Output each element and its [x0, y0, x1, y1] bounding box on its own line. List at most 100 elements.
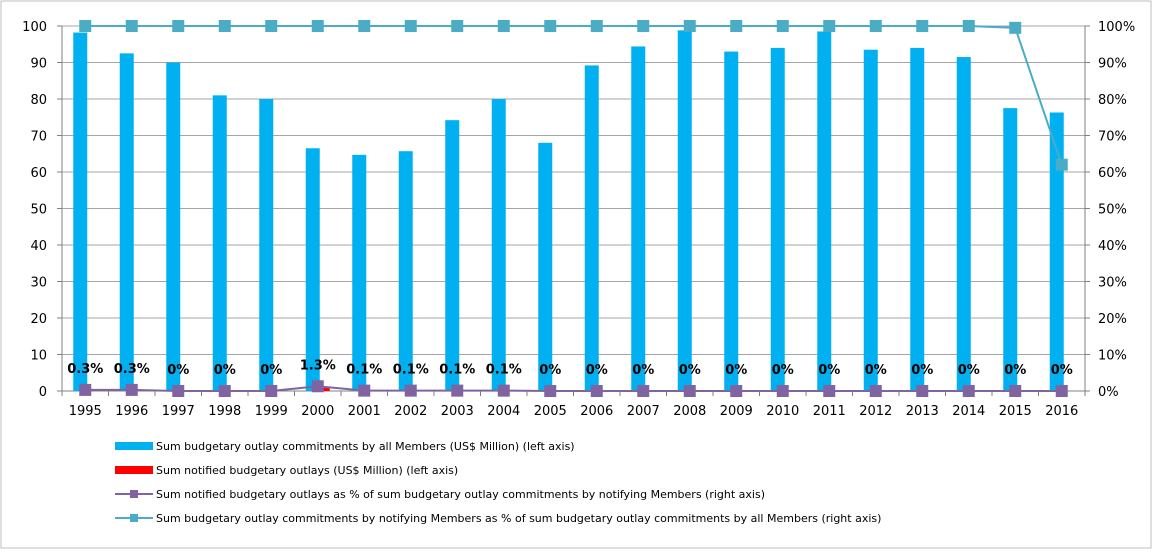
data-label: 1.3%: [300, 358, 336, 373]
data-label: 0%: [725, 363, 747, 378]
left-tick-label: 80: [30, 93, 47, 108]
marker-notifying-share: [963, 20, 975, 32]
marker-notifying-share: [126, 20, 138, 32]
marker-notifying-share: [1009, 22, 1021, 34]
bar-commitments: [585, 65, 599, 391]
x-tick-label: 2002: [394, 404, 427, 419]
marker-outlay-percent: [870, 385, 882, 397]
legend-swatch: [115, 466, 153, 474]
bar-commitments: [631, 46, 645, 391]
marker-notifying-share: [498, 20, 510, 32]
bar-commitments: [306, 148, 320, 391]
marker-outlay-percent: [498, 385, 510, 397]
bar-commitments: [538, 143, 552, 391]
data-label: 0%: [1051, 363, 1073, 378]
marker-outlay-percent: [591, 385, 603, 397]
bar-commitments: [492, 99, 506, 391]
marker-notifying-share: [358, 20, 370, 32]
marker-notifying-share: [451, 20, 463, 32]
right-tick-label: 30%: [1098, 276, 1127, 291]
x-tick-label: 2015: [999, 404, 1032, 419]
bar-commitments: [1003, 108, 1017, 391]
data-label: 0%: [260, 363, 282, 378]
bar-commitments: [259, 99, 273, 391]
bar-commitments: [724, 52, 738, 391]
right-tick-label: 0%: [1098, 385, 1119, 400]
x-tick-label: 2012: [859, 404, 892, 419]
marker-outlay-percent: [1056, 385, 1068, 397]
data-label: 0%: [539, 363, 561, 378]
marker-outlay-percent: [544, 385, 556, 397]
marker-notifying-share: [823, 20, 835, 32]
left-tick-label: 60: [30, 166, 47, 181]
data-label: 0%: [911, 363, 933, 378]
x-tick-label: 2003: [441, 404, 474, 419]
left-tick-label: 70: [30, 130, 47, 145]
marker-notifying-share: [405, 20, 417, 32]
bar-commitments: [352, 155, 366, 391]
marker-outlay-percent: [637, 385, 649, 397]
marker-outlay-percent: [730, 385, 742, 397]
x-tick-label: 2006: [580, 404, 613, 419]
marker-notifying-share: [870, 20, 882, 32]
marker-outlay-percent: [823, 385, 835, 397]
left-tick-label: 20: [30, 312, 47, 327]
marker-outlay-percent: [79, 384, 91, 396]
marker-outlay-percent: [451, 385, 463, 397]
marker-outlay-percent: [172, 385, 184, 397]
x-tick-label: 2011: [813, 404, 846, 419]
data-label: 0%: [167, 363, 189, 378]
marker-outlay-percent: [916, 385, 928, 397]
marker-outlay-percent: [684, 385, 696, 397]
x-tick-label: 1998: [208, 404, 241, 419]
marker-notifying-share: [730, 20, 742, 32]
marker-notifying-share: [591, 20, 603, 32]
x-tick-label: 1999: [255, 404, 288, 419]
data-label: 0%: [214, 363, 236, 378]
marker-outlay-percent: [219, 385, 231, 397]
left-tick-label: 40: [30, 239, 47, 254]
data-label: 0%: [772, 363, 794, 378]
bar-commitments: [678, 30, 692, 391]
marker-notifying-share: [312, 20, 324, 32]
right-tick-label: 20%: [1098, 312, 1127, 327]
legend-label: Sum budgetary outlay commitments by all …: [156, 440, 575, 453]
data-label: 0.1%: [346, 363, 382, 378]
data-label: 0.3%: [67, 362, 103, 377]
bar-commitments: [213, 95, 227, 391]
marker-notifying-share: [777, 20, 789, 32]
marker-outlay-percent: [777, 385, 789, 397]
x-tick-label: 2005: [534, 404, 567, 419]
data-label: 0%: [679, 363, 701, 378]
bar-commitments: [910, 48, 924, 391]
data-label: 0%: [1004, 363, 1026, 378]
x-tick-label: 2013: [906, 404, 939, 419]
legend-label: Sum notified budgetary outlays (US$ Mill…: [156, 464, 458, 477]
marker-outlay-percent: [405, 385, 417, 397]
bar-commitments: [771, 48, 785, 391]
right-tick-label: 70%: [1098, 130, 1127, 145]
marker-outlay-percent: [312, 380, 324, 392]
x-tick-label: 2000: [301, 404, 334, 419]
legend-swatch-marker: [130, 490, 138, 498]
legend-swatch-marker: [130, 514, 138, 522]
data-label: 0%: [958, 363, 980, 378]
data-label: 0%: [586, 363, 608, 378]
marker-notifying-share: [172, 20, 184, 32]
x-tick-label: 2001: [348, 404, 381, 419]
marker-outlay-percent: [358, 385, 370, 397]
marker-outlay-percent: [1009, 385, 1021, 397]
marker-notifying-share: [544, 20, 556, 32]
x-tick-label: 2009: [720, 404, 753, 419]
x-tick-label: 2004: [487, 404, 520, 419]
x-tick-label: 1996: [115, 404, 148, 419]
right-tick-label: 90%: [1098, 57, 1127, 72]
x-tick-label: 1997: [162, 404, 195, 419]
left-tick-label: 50: [30, 203, 47, 218]
data-label: 0%: [632, 363, 654, 378]
right-tick-label: 10%: [1098, 349, 1127, 364]
bar-commitments: [957, 57, 971, 391]
x-tick-label: 2016: [1045, 404, 1078, 419]
marker-outlay-percent: [265, 385, 277, 397]
